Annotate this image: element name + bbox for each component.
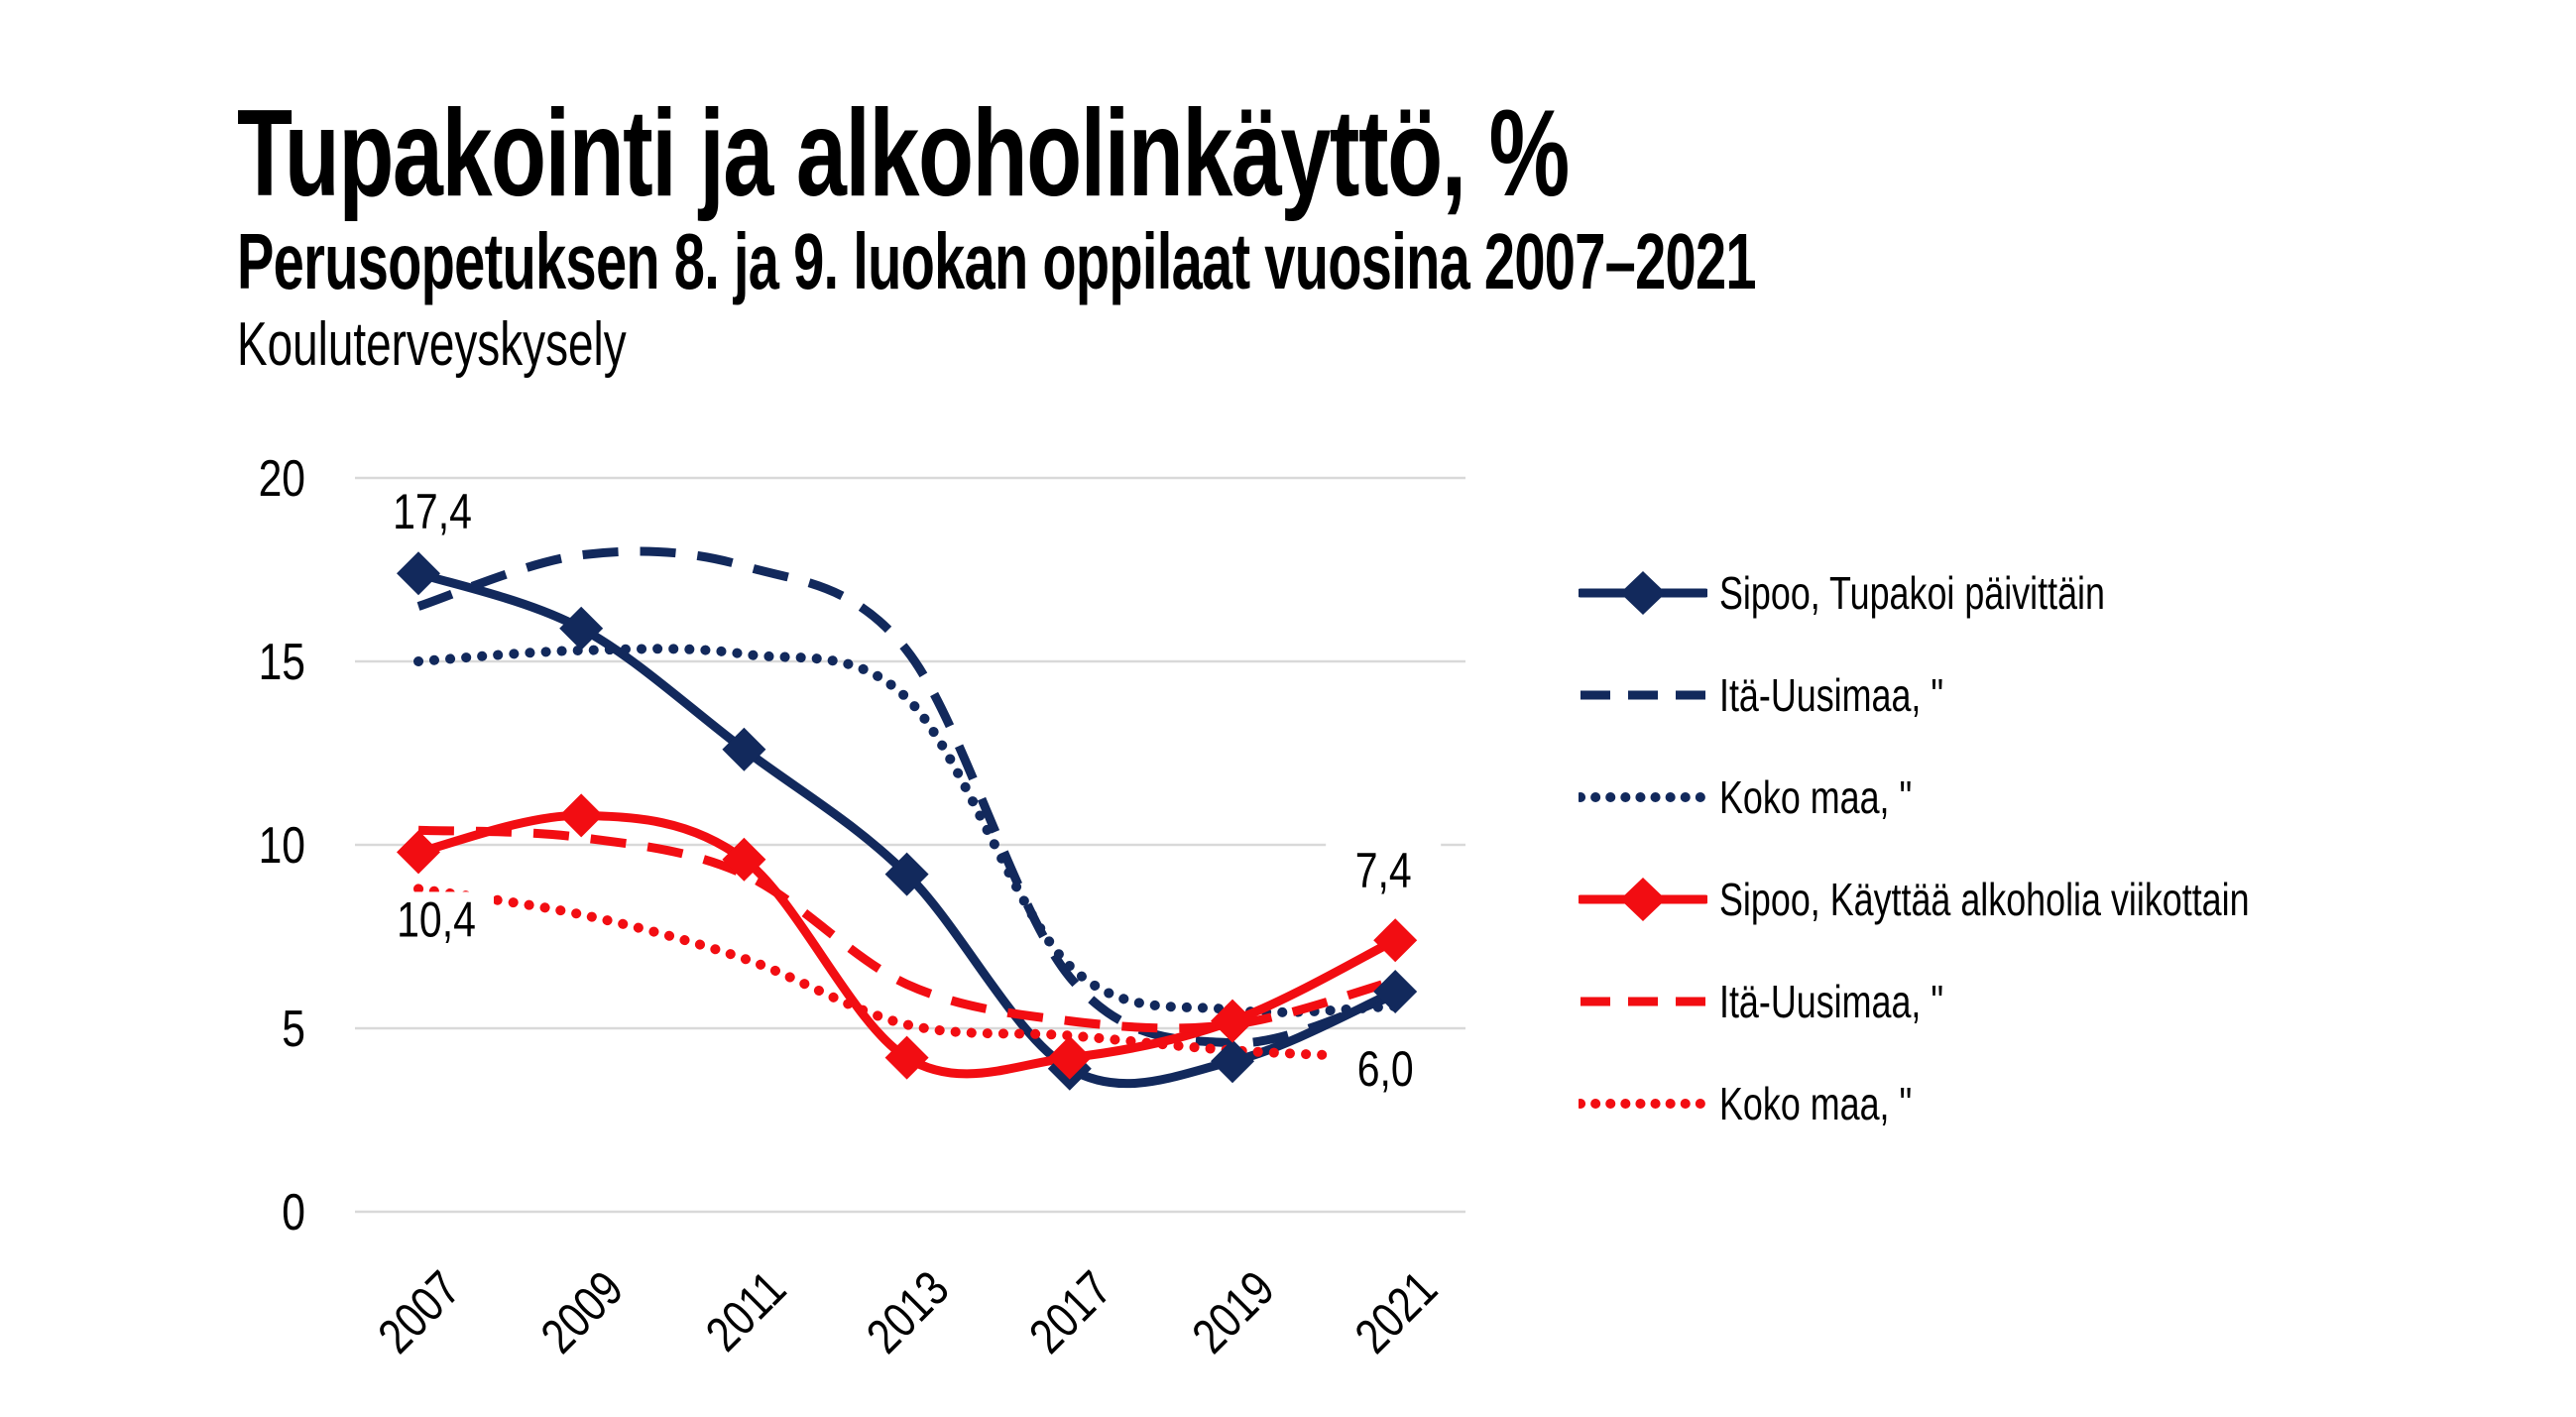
y-axis-tick-label: 0	[282, 1184, 305, 1241]
series-line-4-dashed-red	[417, 825, 1397, 1033]
source-line-text: Kouluterveyskysely	[237, 310, 627, 379]
series-3-marker-diamond	[1373, 918, 1418, 963]
page-title-text: Tupakointi ja alkoholinkäyttö, %	[237, 85, 1570, 222]
series-0-marker-diamond	[559, 606, 604, 650]
legend-item-0: Sipoo, Tupakoi päivittäin	[1579, 541, 2399, 644]
series-0-marker-diamond	[722, 727, 766, 771]
x-axis-tick-label: 2019	[1182, 1260, 1285, 1363]
x-axis-tick-label: 2009	[530, 1260, 634, 1363]
series-line-2-dotted-navy	[413, 644, 1401, 1017]
page-title: Tupakointi ja alkoholinkäyttö, %	[237, 83, 2037, 224]
legend-marker-solid-navy-icon	[1579, 570, 1707, 615]
page-subtitle: Perusopetuksen 8. ja 9. luokan oppilaat …	[237, 216, 2406, 307]
legend-marker-solid-red-icon	[1579, 877, 1707, 921]
legend-item-1: Itä-Uusimaa, "	[1579, 644, 2399, 746]
series-line-5-dotted-red	[413, 884, 1401, 1063]
legend-item-4: Itä-Uusimaa, "	[1579, 950, 2399, 1052]
y-axis-tick-label: 15	[259, 634, 305, 691]
series-3-marker-diamond	[1047, 1035, 1092, 1080]
x-axis-tick-label: 2017	[1019, 1260, 1122, 1363]
y-axis-tick-label: 10	[259, 817, 305, 875]
series-0-marker-diamond	[1211, 1039, 1254, 1084]
legend-diamond-sample	[1620, 877, 1666, 921]
source-line: Kouluterveyskysely	[237, 309, 763, 380]
series-0-marker-diamond	[397, 551, 440, 596]
legend-label-4: Itä-Uusimaa, "	[1719, 975, 1944, 1027]
data-label-bg	[375, 484, 490, 540]
legend-item-5: Koko maa, "	[1579, 1052, 2399, 1154]
series-3-marker-diamond	[1211, 999, 1254, 1043]
x-axis-tick-label: 2007	[368, 1260, 471, 1363]
series-3-marker-diamond	[884, 1035, 929, 1080]
series-0-marker-diamond	[884, 852, 929, 896]
y-axis-tick-label: 20	[259, 450, 305, 508]
legend-marker-dotted-red-icon	[1579, 1098, 1707, 1109]
data-label-bg	[1328, 1041, 1444, 1097]
page-subtitle-text: Perusopetuksen 8. ja 9. luokan oppilaat …	[237, 217, 1757, 305]
chart-legend: Sipoo, Tupakoi päivittäin Itä-Uusimaa, " K…	[1579, 541, 2399, 1154]
legend-label-3: Sipoo, Käyttää alkoholia viikottain	[1719, 873, 2250, 925]
y-axis-tick-label: 5	[282, 1001, 305, 1058]
legend-label-0: Sipoo, Tupakoi päivittäin	[1719, 566, 2105, 619]
series-3-marker-diamond	[722, 837, 766, 882]
series-0-marker-diamond	[1373, 970, 1418, 1013]
data-label-bg	[1326, 843, 1442, 899]
series-3-marker-diamond	[397, 830, 440, 875]
legend-item-3: Sipoo, Käyttää alkoholia viikottain	[1579, 848, 2399, 950]
series-line-1-dashed-navy	[416, 546, 1397, 1048]
legend-item-2: Koko maa, "	[1579, 746, 2399, 848]
legend-marker-dotted-navy-icon	[1579, 791, 1707, 802]
x-axis-tick-label: 2021	[1345, 1260, 1448, 1363]
legend-marker-dashed-red-icon	[1581, 997, 1705, 1005]
data-label: 6,0	[1357, 1041, 1414, 1097]
legend-diamond-sample	[1620, 570, 1666, 615]
legend-label-1: Itä-Uusimaa, "	[1719, 668, 1944, 721]
x-axis-tick-label: 2011	[695, 1260, 796, 1361]
data-label: 17,4	[393, 484, 472, 539]
legend-label-5: Koko maa, "	[1719, 1077, 1913, 1129]
series-3-marker-diamond	[559, 793, 604, 838]
data-label: 7,4	[1355, 843, 1412, 898]
legend-label-2: Koko maa, "	[1719, 770, 1913, 823]
legend-marker-dashed-navy-icon	[1581, 690, 1705, 699]
x-axis-tick-label: 2013	[856, 1260, 959, 1363]
data-label-bg	[379, 891, 494, 948]
data-label: 10,4	[397, 892, 476, 948]
